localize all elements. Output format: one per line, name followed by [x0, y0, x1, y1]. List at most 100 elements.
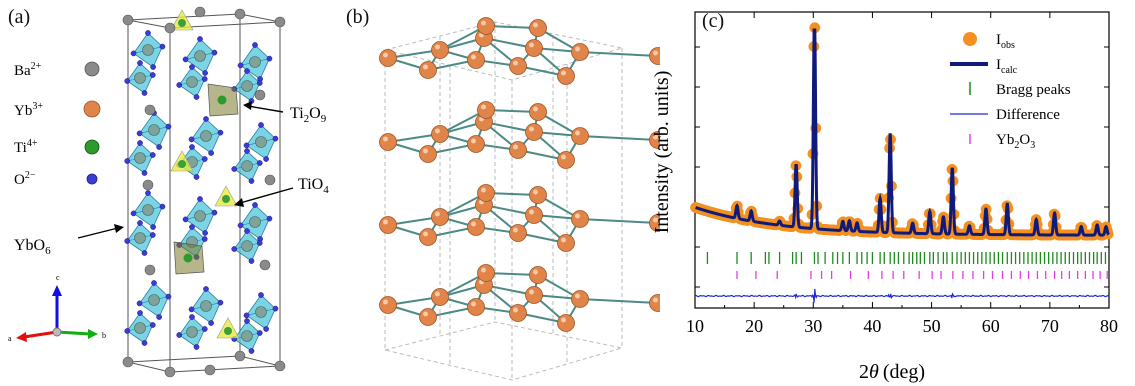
oxygen-atom — [130, 210, 137, 217]
x-tick-label: 50 — [923, 316, 941, 336]
oxygen-atom — [188, 306, 195, 313]
ba-atom — [274, 16, 286, 28]
oxygen-atom — [182, 56, 189, 63]
yb-atom — [194, 210, 206, 222]
yb-atom — [134, 72, 146, 84]
ba-atom — [144, 104, 156, 116]
yb-atom — [379, 216, 397, 234]
yb-atom — [477, 101, 495, 119]
legend-ba-text: Ba2+ — [14, 61, 42, 79]
yb-atom-highlight — [533, 106, 538, 112]
lattice-layer — [379, 184, 660, 252]
yb-atom — [249, 216, 261, 228]
oxygen-atom — [197, 196, 203, 202]
yb-atom — [557, 151, 575, 169]
oxygen-atom — [266, 55, 273, 62]
oxygen-atom — [256, 240, 263, 246]
legend-entry: Difference — [950, 107, 1060, 123]
oxygen-atom — [244, 228, 250, 234]
svg-text:YbO6: YbO6 — [14, 237, 51, 257]
oxygen-atom — [203, 286, 209, 292]
ba-atom — [264, 174, 276, 186]
yb-atom — [467, 218, 485, 236]
yb-lattice-panel — [379, 17, 660, 381]
legend-yb: Yb3+ — [14, 100, 101, 119]
x-tick-label: 20 — [745, 316, 763, 336]
yb-atom-highlight — [653, 217, 658, 223]
yb-atom-highlight — [481, 104, 486, 110]
yb-atom-highlight — [513, 227, 518, 233]
oxygen-atom — [202, 230, 208, 236]
oxygen-atom — [188, 136, 195, 143]
yb-atom — [557, 314, 575, 332]
oxygen-atom — [149, 322, 156, 328]
box-bottom — [384, 321, 623, 381]
oxygen-atom — [151, 280, 157, 286]
yb-atom — [509, 141, 527, 159]
yb-atom-highlight — [529, 289, 534, 295]
yb-atom — [200, 130, 212, 142]
legend-entry: Iobs — [963, 32, 1015, 51]
ti-atom — [224, 327, 232, 335]
oxygen-atom — [193, 94, 200, 100]
oxygen-atom — [256, 80, 263, 86]
oxygen-atom — [252, 42, 258, 48]
oxygen-atom — [244, 148, 250, 154]
oxygen-atom — [243, 142, 250, 149]
oxygen-atom — [256, 160, 263, 166]
yb-atom-highlight — [471, 301, 476, 307]
oxygen-atom — [165, 293, 172, 300]
lattice-layers — [379, 17, 660, 332]
annotation-tio4: TiO4 — [234, 176, 329, 207]
plot-frame — [694, 11, 1110, 309]
yb-atom-highlight — [481, 187, 486, 193]
yb-atom — [509, 57, 527, 75]
crystal-structure-panel: Ba2+ Yb3+ Ti4+ O2− Ti2O9 TiO4 — [8, 6, 329, 378]
legend-label: Iobs — [996, 32, 1015, 51]
yb-atom-highlight — [575, 293, 580, 299]
yb-atom-highlight — [561, 237, 566, 243]
yb-atom — [557, 67, 575, 85]
ti-atom — [222, 195, 230, 203]
oxygen-atom — [137, 310, 143, 316]
ba-atom — [122, 14, 134, 26]
legend-ti: Ti4+ — [14, 138, 100, 156]
yb-atom — [241, 80, 253, 92]
oxygen-atom — [201, 236, 208, 242]
oxygen-atom — [149, 232, 156, 238]
oxygen-atom — [208, 320, 214, 326]
legend-label: Icalc — [996, 57, 1018, 76]
oxygen-atom — [263, 156, 269, 162]
oxygen-atom — [248, 258, 255, 264]
x-tick-label: 30 — [804, 316, 822, 336]
yb-atom — [431, 208, 449, 226]
yb-atom-highlight — [435, 211, 440, 217]
yb-atom-highlight — [471, 221, 476, 227]
oxygen-atom — [248, 178, 255, 184]
lattice-box — [384, 21, 623, 381]
oxygen-atom — [124, 328, 131, 334]
oxygen-atom — [150, 224, 156, 230]
ba-atom — [194, 6, 206, 18]
series-icalc — [695, 28, 1110, 237]
yb-atom — [419, 228, 437, 246]
yb-yb-bond — [579, 135, 659, 141]
oxygen-atom — [201, 326, 208, 332]
yb-yb-bond — [579, 298, 659, 304]
yb-atom — [571, 127, 589, 145]
box-top — [384, 21, 623, 81]
yb-atom — [529, 266, 547, 284]
yb-atom — [571, 210, 589, 228]
svg-text:a: a — [8, 334, 12, 343]
oxygen-atom — [149, 72, 156, 78]
yb-atom-highlight — [383, 136, 388, 142]
legend-label: Difference — [996, 107, 1060, 123]
x-tick-label: 70 — [1041, 316, 1059, 336]
oxygen-atom — [149, 152, 156, 158]
yb-atom — [419, 145, 437, 163]
yb-atom — [557, 234, 575, 252]
yb-atom — [379, 49, 397, 67]
legend-o: O2− — [14, 170, 98, 188]
yb-atom-highlight — [513, 60, 518, 66]
yb-atom — [241, 330, 253, 342]
